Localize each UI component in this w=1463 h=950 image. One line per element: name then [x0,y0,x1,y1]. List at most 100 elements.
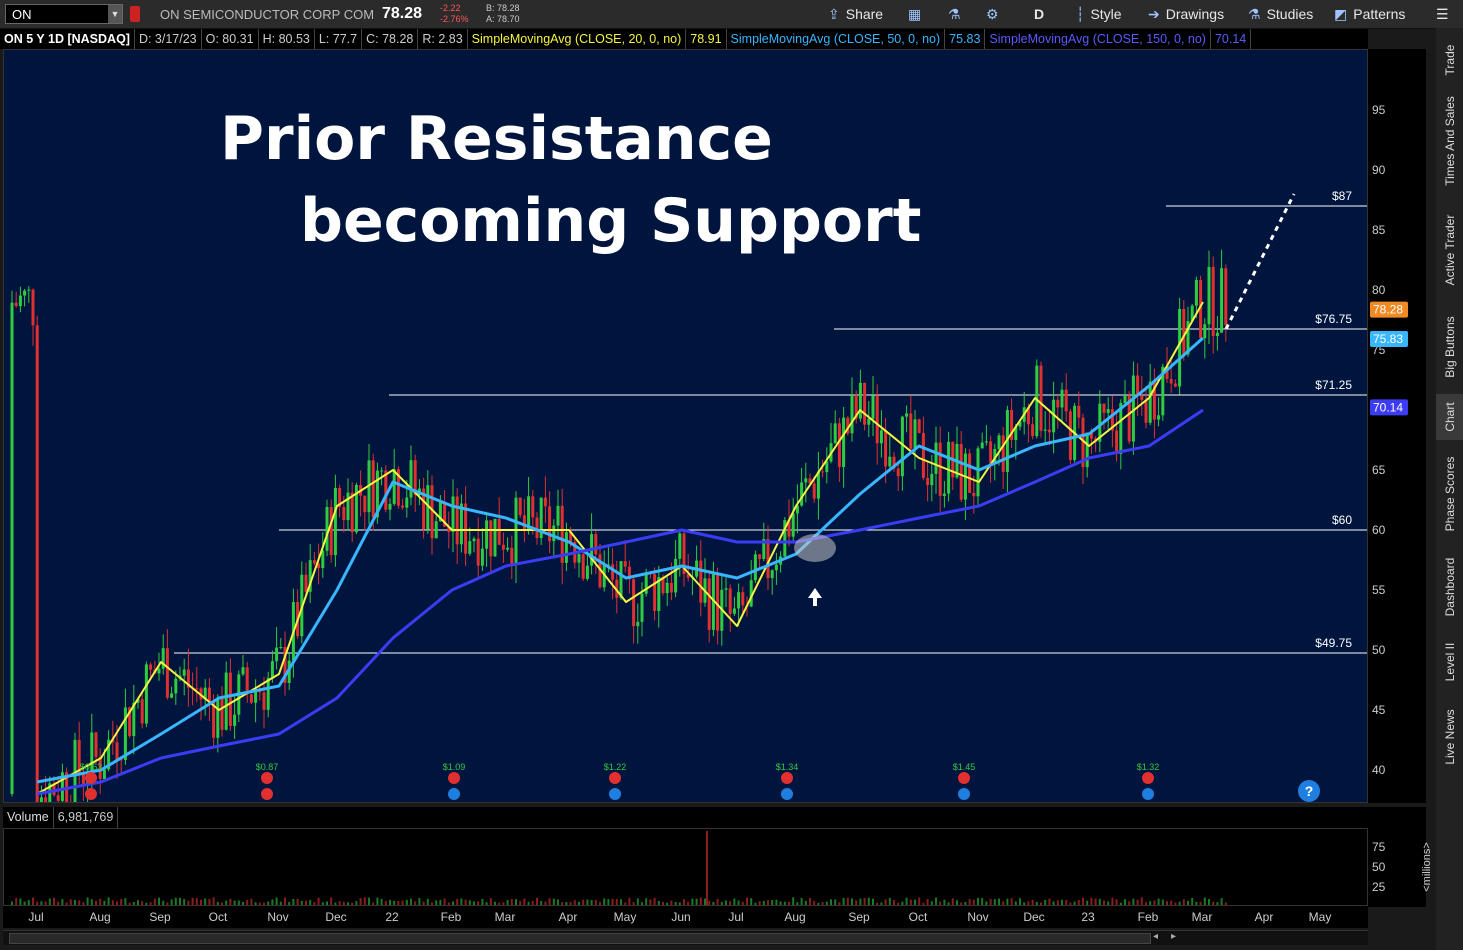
candle-body [455,496,459,545]
earnings-icon[interactable] [448,772,460,784]
event-icon[interactable] [85,788,97,800]
tab-big-buttons[interactable]: Big Buttons [1436,306,1463,388]
candle-body [136,699,140,703]
event-icon[interactable] [261,788,273,800]
studies-label: Studies [1266,6,1314,22]
y-tick-label: 50 [1372,643,1386,657]
candle-body [1224,268,1228,325]
alert-flag-icon[interactable] [130,6,140,22]
style-button[interactable]: ┆ Style [1076,6,1122,23]
volume-bar [418,898,421,905]
volume-bar [305,900,307,905]
volume-value: 6,981,769 [54,807,119,828]
volume-bar [132,901,135,905]
share-label: Share [845,6,884,22]
sma150-label[interactable]: SimpleMovingAvg (CLOSE, 150, 0, no) [985,29,1211,49]
symbol-input[interactable] [5,4,123,24]
volume-bar [863,898,866,905]
chart-scrollbar[interactable]: ◂ ▸ [3,930,1368,945]
candle-body [1207,266,1211,325]
candle-body [60,772,64,801]
earnings-icon[interactable] [958,772,970,784]
projection-line[interactable] [1224,193,1296,330]
time-axis[interactable]: Jul Aug Sep Oct Nov Dec 22 Feb Mar Apr May Jun Jul Au… [3,906,1368,928]
tab-live-news[interactable]: Live News [1436,698,1463,776]
sma20-label[interactable]: SimpleMovingAvg (CLOSE, 20, 0, no) [468,29,687,49]
candle-body [1123,395,1127,403]
candle-body [216,697,220,738]
symbol-dropdown-icon[interactable]: ▼ [108,5,122,23]
volume-bar [699,897,702,905]
candle-body [699,560,703,603]
earnings-icon[interactable] [261,772,273,784]
tab-phase-scores[interactable]: Phase Scores [1436,448,1463,540]
candle-body [1014,426,1018,441]
right-sidebar: Trade Times And Sales Active Trader Big … [1436,28,1463,950]
volume-bar [960,902,963,905]
candle-body [804,478,808,483]
dividend-label: $1.22 [604,762,627,772]
volume-bar [473,901,475,905]
volume-bar [809,897,811,905]
volume-bar [918,897,921,905]
candle-body [980,442,984,449]
event-icon[interactable] [781,788,793,800]
volume-bar [464,899,467,905]
earnings-icon[interactable] [781,772,793,784]
menu-button[interactable]: ☰ [1436,6,1449,23]
grid-button[interactable]: ▦ [908,6,927,23]
candle-body [850,395,854,434]
event-icon[interactable] [448,788,460,800]
candle-body [737,592,741,609]
settings-button[interactable]: ⚙ [986,6,1005,23]
patterns-button[interactable]: ◩ Patterns [1334,6,1405,23]
flask-button[interactable]: ⚗ [948,6,967,23]
tab-trade[interactable]: Trade [1436,34,1463,86]
scroll-left-icon[interactable]: ◂ [1153,931,1159,942]
share-button[interactable]: ⇪ Share [828,6,883,23]
candle-body [1068,411,1072,460]
sma-line-50[interactable] [36,336,1204,784]
candle-body [972,492,976,497]
level-label: $71.25 [1315,378,1352,392]
earnings-icon[interactable] [609,772,621,784]
volume-bar [706,831,708,905]
candle-body [1089,432,1093,439]
price-chart[interactable]: $87 $76.75 $71.25 $60 $49.75 $0.63 $0.87 $1.09 $… [4,50,1367,802]
scrollbar-thumb[interactable] [9,933,1151,944]
volume-bar [288,901,291,905]
volume-bar [611,898,614,905]
scroll-right-icon[interactable]: ▸ [1171,931,1177,942]
candle-body [926,477,930,486]
period-button[interactable]: D [1034,6,1045,22]
sma-line-150[interactable] [36,408,1204,796]
volume-bar [99,898,102,905]
tab-active-trader[interactable]: Active Trader [1436,204,1463,296]
tab-times-and-sales[interactable]: Times And Sales [1436,88,1463,194]
tab-chart[interactable]: Chart [1436,394,1463,440]
event-icon[interactable] [958,788,970,800]
candle-body [1178,308,1182,387]
help-icon[interactable] [1298,780,1320,802]
earnings-icon[interactable] [85,772,97,784]
studies-button[interactable]: ⚗ Studies [1248,6,1313,23]
volume-bar [825,901,828,905]
tab-level-ii[interactable]: Level II [1436,634,1463,690]
tab-dashboard[interactable]: Dashboard [1436,548,1463,626]
volume-pane[interactable] [3,828,1368,906]
candle-body [401,505,405,508]
volume-bar [737,900,740,905]
candle-body [1115,430,1119,454]
price-chart-pane[interactable]: $87 $76.75 $71.25 $60 $49.75 $0.63 $0.87 $1.09 $… [3,49,1368,803]
candle-body [94,732,98,757]
event-icon[interactable] [1142,788,1154,800]
drawings-button[interactable]: ➔ Drawings [1148,6,1224,23]
patterns-label: Patterns [1353,6,1406,22]
earnings-icon[interactable] [1142,772,1154,784]
candle-body [212,701,216,738]
event-icon[interactable] [609,788,621,800]
sma50-label[interactable]: SimpleMovingAvg (CLOSE, 50, 0, no) [727,29,946,49]
volume-bar [1094,898,1097,905]
sma-line-20[interactable] [36,301,1204,795]
